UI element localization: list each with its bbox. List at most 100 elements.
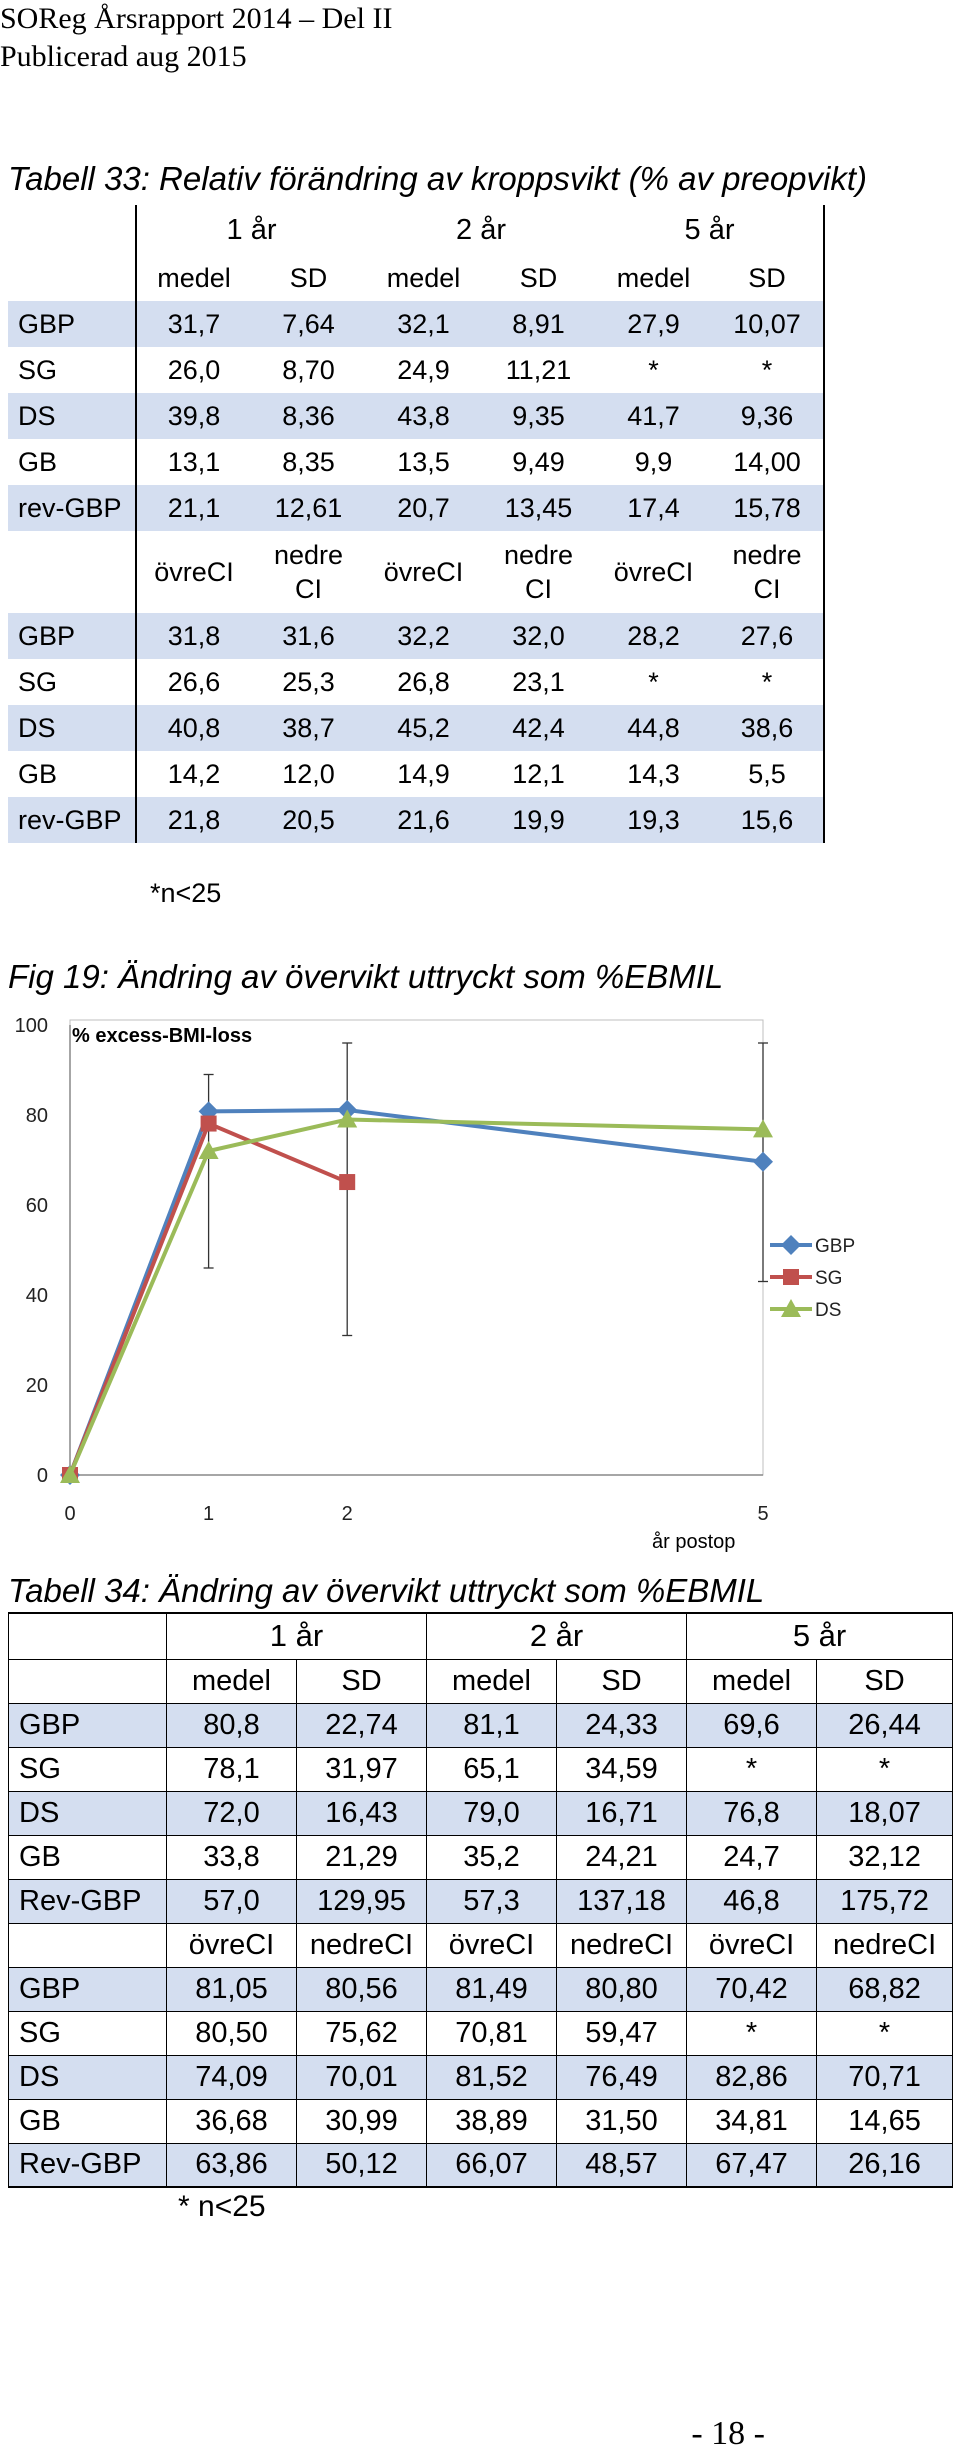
table-cell: 44,8 bbox=[596, 705, 712, 751]
table-cell: 7,64 bbox=[251, 301, 367, 347]
table-cell: 27,6 bbox=[711, 613, 826, 659]
legend-label-ds: DS bbox=[815, 1300, 841, 1321]
table-cell: 20,7 bbox=[366, 485, 482, 531]
table-cell: 8,91 bbox=[481, 301, 597, 347]
table-cell: 63,86 bbox=[166, 2142, 297, 2188]
table-cell: 40,8 bbox=[136, 705, 251, 751]
column-header: medel bbox=[426, 1658, 558, 1703]
table-row: GB 14,2 12,0 14,9 12,1 14,3 5,5 bbox=[8, 751, 826, 797]
table-cell: 59,47 bbox=[556, 2010, 688, 2055]
table-row: DS 72,0 16,43 79,0 16,71 76,8 18,07 bbox=[8, 1790, 954, 1835]
x-tick-label: 5 bbox=[757, 1503, 768, 1525]
table-cell: 67,47 bbox=[686, 2142, 818, 2188]
table-cell: 33,8 bbox=[166, 1834, 297, 1879]
table-row: GBP 31,7 7,64 32,1 8,91 27,9 10,07 bbox=[8, 301, 826, 347]
table-cell: 5,5 bbox=[711, 751, 826, 797]
table-cell: 38,7 bbox=[251, 705, 367, 751]
table-cell: 10,07 bbox=[711, 301, 826, 347]
table-cell: 25,3 bbox=[282, 666, 335, 697]
table-cell: * bbox=[711, 659, 826, 705]
table-cell: 80,56 bbox=[295, 1966, 428, 2011]
column-header-row: medel SD medel SD medel SD bbox=[8, 1658, 954, 1703]
table-cell: * bbox=[686, 1746, 818, 1791]
table-cell: 68,82 bbox=[816, 1966, 954, 2011]
legend-marker-gbp bbox=[781, 1235, 801, 1255]
data-point-ds bbox=[337, 1109, 358, 1128]
table-cell: 75,62 bbox=[295, 2010, 428, 2055]
table-cell: 32,12 bbox=[816, 1834, 954, 1879]
data-point-gbp bbox=[753, 1151, 773, 1172]
table-cell: 15,6 bbox=[711, 797, 826, 843]
row-label: GB bbox=[8, 2098, 167, 2143]
data-point-sg bbox=[339, 1174, 356, 1191]
year-header-row: 1 år 2 år 5 år bbox=[8, 1612, 954, 1659]
table-cell: 21,6 bbox=[366, 797, 482, 843]
table-cell: 19,3 bbox=[596, 797, 712, 843]
table-cell: 13,45 bbox=[481, 485, 597, 531]
page-number: - 18 - bbox=[691, 2415, 765, 2450]
column-header: SD bbox=[295, 1658, 428, 1703]
report-title: SOReg Årsrapport 2014 – Del II bbox=[0, 2, 393, 35]
column-header: övreCI bbox=[686, 1922, 818, 1967]
ci-lower-line1: nedre bbox=[503, 540, 574, 570]
table-row: rev-GBP 21,1 12,61 20,7 13,45 17,4 15,78 bbox=[8, 485, 826, 531]
row-label: DS bbox=[8, 2054, 167, 2099]
column-header-row: medel SD medel SD medel SD bbox=[8, 255, 826, 301]
year-header: 5 år bbox=[596, 205, 826, 255]
table34-note: * n<25 bbox=[178, 2190, 266, 2223]
table33: 1 år 2 år 5 år medel SD medel SD medel SD GBP 31,7… bbox=[8, 205, 826, 843]
x-tick-label: 2 bbox=[342, 1503, 353, 1525]
column-header-blank bbox=[8, 531, 137, 613]
column-header: nedre CI bbox=[711, 531, 826, 613]
table-cell: 8,35 bbox=[282, 446, 335, 477]
table-cell: 48,57 bbox=[556, 2142, 688, 2188]
year-header: 5 år bbox=[686, 1612, 954, 1659]
row-label: Rev-GBP bbox=[8, 1878, 167, 1923]
table-cell: 11,21 bbox=[505, 354, 572, 385]
column-header-blank bbox=[8, 255, 137, 301]
table-cell: 78,1 bbox=[166, 1746, 297, 1791]
column-header: SD bbox=[816, 1658, 954, 1703]
row-label: GB bbox=[8, 751, 137, 797]
table-cell: 21,1 bbox=[136, 485, 251, 531]
table-cell: 70,81 bbox=[426, 2010, 558, 2055]
year-header: 1 år bbox=[165, 1612, 428, 1659]
chart-x-axis-label: år postop bbox=[652, 1531, 735, 1553]
table-cell: 32,1 bbox=[366, 301, 482, 347]
table-row: Rev-GBP 63,86 50,12 66,07 48,57 67,47 26,16 bbox=[8, 2142, 954, 2188]
chart-title: % excess-BMI-loss bbox=[72, 1025, 252, 1047]
header-corner bbox=[8, 205, 137, 255]
legend-marker-sg bbox=[783, 1269, 799, 1285]
table-cell: 76,49 bbox=[556, 2054, 688, 2099]
table-cell: 19,9 bbox=[481, 797, 597, 843]
table-cell: 35,2 bbox=[426, 1834, 558, 1879]
table-cell: 8,36 bbox=[251, 393, 367, 439]
table-cell: 15,78 bbox=[711, 485, 826, 531]
table-cell: 38,6 bbox=[711, 705, 826, 751]
row-label: DS bbox=[8, 705, 137, 751]
table34-caption: Tabell 34: Ändring av övervikt uttryckt … bbox=[8, 1572, 765, 1609]
row-label: SG bbox=[8, 2010, 167, 2055]
table-cell: 32,0 bbox=[481, 613, 597, 659]
table-cell: 57,0 bbox=[166, 1878, 297, 1923]
table-cell: 14,3 bbox=[627, 758, 680, 789]
table-cell: 34,59 bbox=[556, 1746, 688, 1791]
table-cell: 69,6 bbox=[686, 1702, 818, 1747]
ci-lower-line2: CI bbox=[525, 574, 553, 604]
ebmil-line-chart: 0 20 40 60 80 100 0 1 2 5 GBP SG DS % excess-BMI-lo… bbox=[15, 1015, 856, 1553]
column-header: SD bbox=[289, 262, 328, 293]
year-header: 2 år bbox=[456, 213, 507, 246]
series-line-ds bbox=[68, 1117, 764, 1476]
plot-area bbox=[69, 1019, 764, 1476]
table-cell: 24,21 bbox=[556, 1834, 688, 1879]
table-cell: 18,07 bbox=[816, 1790, 954, 1835]
table-cell: 9,9 bbox=[634, 446, 673, 477]
column-header-row: övreCI nedre CI övreCI nedre CI övreCI nedre CI bbox=[8, 531, 826, 613]
table-cell: 8,70 bbox=[282, 354, 335, 385]
y-tick-label: 0 bbox=[37, 1465, 48, 1487]
row-label: GBP bbox=[8, 1966, 167, 2011]
table-cell: 9,49 bbox=[512, 446, 565, 477]
table-cell: 43,8 bbox=[366, 393, 482, 439]
table-cell: 65,1 bbox=[426, 1746, 558, 1791]
table-cell: 24,33 bbox=[556, 1702, 688, 1747]
